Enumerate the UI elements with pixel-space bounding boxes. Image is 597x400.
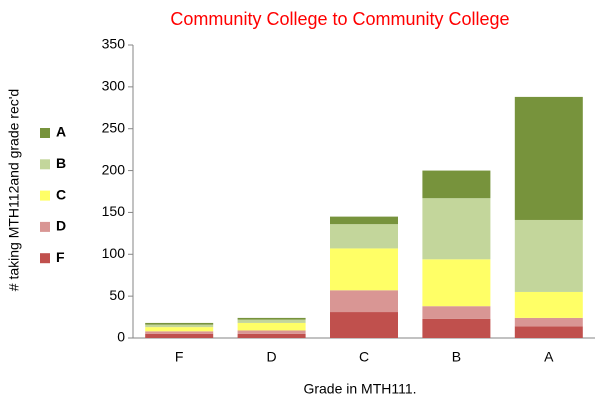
bar-segment: [422, 306, 491, 319]
bar-segment: [145, 327, 214, 332]
x-tick-label: F: [175, 349, 184, 365]
bar-segment: [145, 333, 214, 338]
bar-segment: [330, 248, 398, 291]
bar-segment: [237, 322, 306, 331]
y-tick-label: 250: [102, 119, 126, 135]
x-axis-label: Grade in MTH111.: [303, 381, 416, 397]
legend-label: A: [56, 124, 66, 140]
y-tick-label: 200: [102, 161, 126, 177]
bar-segment: [237, 330, 306, 334]
bar-segment: [145, 331, 214, 334]
legend-label: F: [56, 249, 65, 265]
bar-segment: [422, 259, 491, 307]
legend-swatch: [40, 159, 50, 170]
bar-segment: [514, 317, 583, 327]
y-tick-label: 300: [102, 78, 126, 94]
bar-segment: [514, 219, 583, 292]
bar-segment: [330, 224, 398, 249]
chart-title: Community College to Community College: [170, 9, 509, 29]
bar-segment: [330, 312, 398, 338]
y-tick-label: 0: [117, 329, 125, 345]
bar-segment: [237, 317, 306, 320]
legend-swatch: [40, 253, 50, 264]
bar-segment: [145, 324, 214, 328]
bar-segment: [422, 170, 491, 199]
legend-label: B: [56, 155, 66, 171]
bar-segment: [330, 216, 398, 225]
y-tick-label: 100: [102, 245, 126, 261]
bar-segment: [514, 291, 583, 318]
x-tick-label: C: [359, 349, 369, 365]
x-tick-label: D: [267, 349, 277, 365]
y-axis-label: # taking MTH112and grade rec'd: [6, 89, 22, 291]
bar-segment: [237, 319, 306, 323]
bar-segment: [514, 326, 583, 338]
x-tick-label: A: [544, 349, 554, 365]
bar-segment: [237, 333, 306, 338]
bar-segment: [514, 96, 583, 220]
legend-label: C: [56, 186, 66, 202]
legend-swatch: [40, 221, 50, 232]
bar-segment: [422, 198, 491, 260]
legend-swatch: [40, 128, 50, 138]
y-tick-label: 150: [102, 203, 126, 219]
bar-segment: [330, 290, 398, 313]
bar-segment: [422, 318, 491, 338]
y-tick-label: 50: [109, 287, 125, 303]
y-tick-label: 350: [102, 36, 126, 52]
legend-swatch: [40, 190, 50, 201]
bar-segment: [145, 322, 214, 325]
legend-label: D: [56, 218, 66, 234]
x-tick-label: B: [452, 349, 461, 365]
